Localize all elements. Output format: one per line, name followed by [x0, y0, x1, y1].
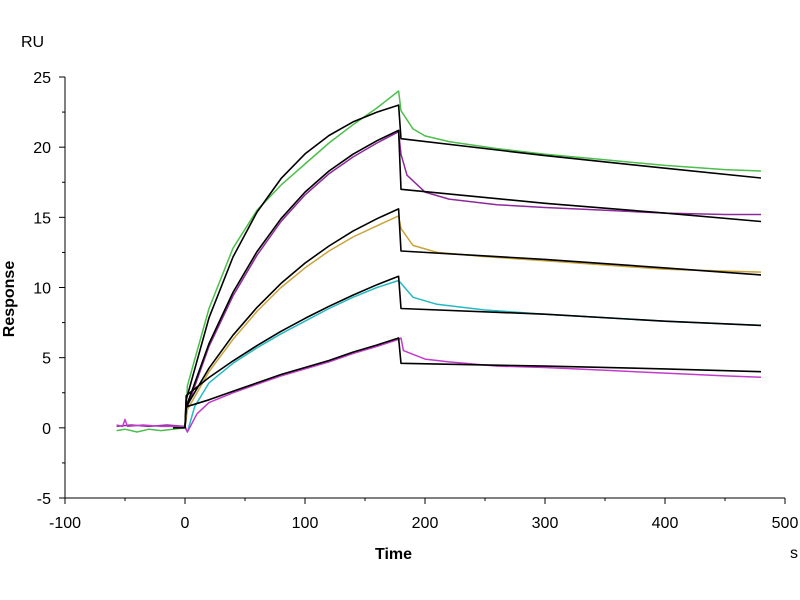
y-tick-label: 10	[33, 281, 51, 298]
curve-5-fit-line	[173, 337, 762, 429]
x-tick-label: 0	[181, 515, 190, 532]
x-tick-label: 300	[532, 515, 559, 532]
curve-2-data-line	[116, 130, 761, 428]
curve-4-data-line	[184, 279, 762, 433]
x-tick-label: -100	[49, 515, 81, 532]
x-tick-label: 500	[772, 515, 799, 532]
y-tick-label: 25	[33, 70, 51, 87]
curve-1-data-line	[116, 90, 762, 433]
curve-5-data-line	[116, 337, 762, 433]
x-axis-title: Time	[375, 546, 413, 563]
y-tick-label: 20	[33, 140, 51, 157]
y-unit-label: RU	[21, 34, 45, 51]
y-tick-label: 0	[42, 421, 51, 438]
x-tick-label: 400	[652, 515, 679, 532]
curve-4-fit-line	[184, 275, 762, 428]
x-unit-label: s	[790, 545, 798, 562]
y-axis-title: Response	[1, 260, 18, 338]
y-tick-label: -5	[37, 491, 51, 508]
x-tick-label: 200	[412, 515, 439, 532]
y-tick-label: 15	[33, 210, 51, 227]
curve-1-fit-line	[184, 104, 762, 428]
y-tick-label: 5	[42, 351, 51, 368]
curve-2-fit-line	[184, 129, 762, 428]
curve-3-data-line	[184, 215, 762, 428]
curve-3-fit-line	[184, 208, 762, 428]
x-tick-label: 100	[292, 515, 319, 532]
